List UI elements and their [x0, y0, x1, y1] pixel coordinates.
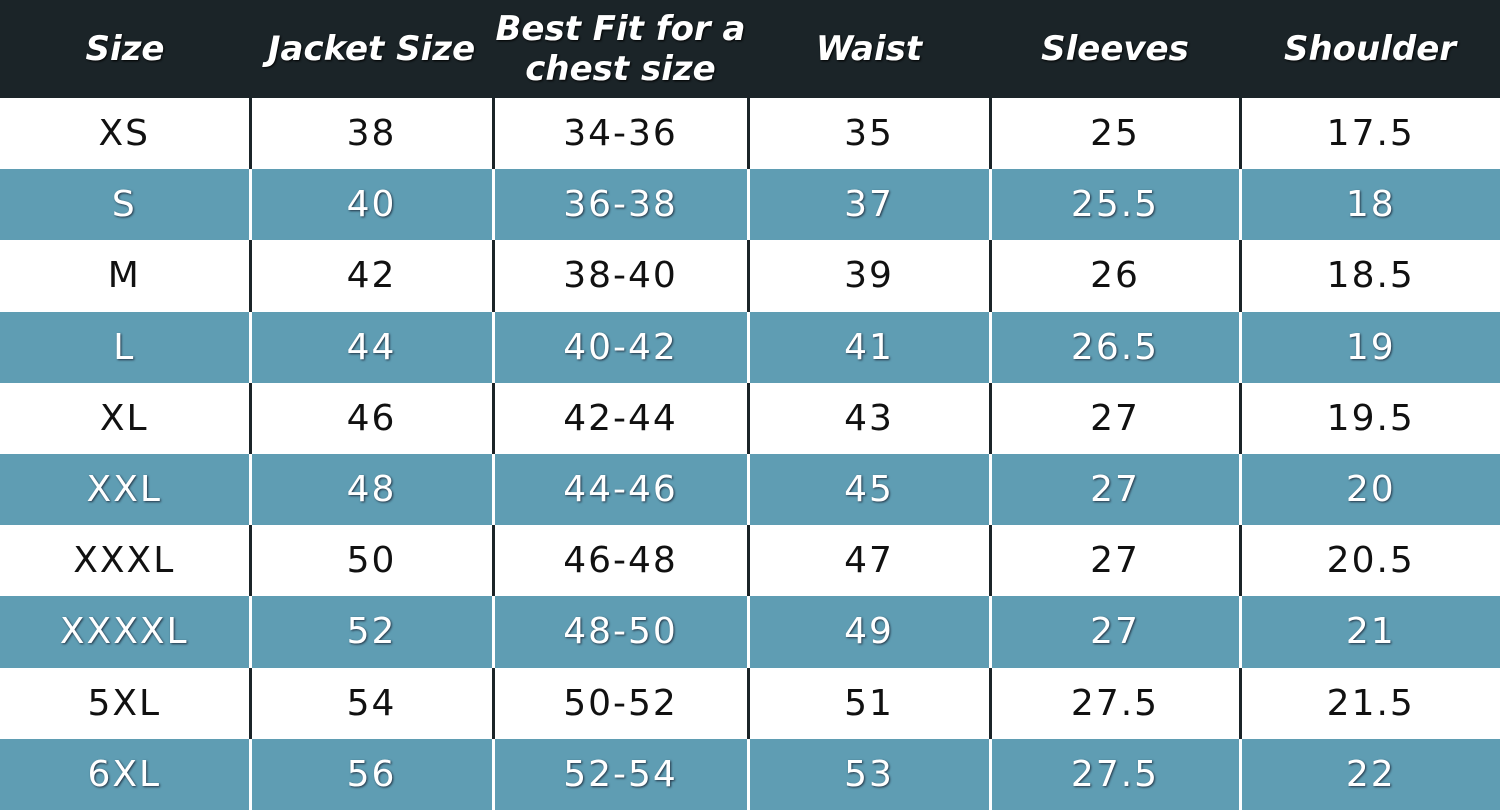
header-waist: Waist [748, 0, 990, 98]
cell-chest-size: 52-54 [491, 738, 748, 810]
cell-shoulder: 19 [1238, 311, 1500, 383]
cell-shoulder: 20 [1238, 453, 1500, 526]
cell-jacket-size: 52 [248, 596, 493, 668]
cell-waist: 47 [746, 525, 990, 597]
cell-chest-size: 38-40 [491, 240, 748, 312]
cell-shoulder: 21 [1238, 596, 1500, 668]
cell-size: XXL [0, 453, 250, 526]
cell-shoulder: 18 [1238, 169, 1500, 241]
cell-shoulder: 20.5 [1238, 525, 1500, 597]
table-row: L 44 40-42 41 26.5 19 [0, 311, 1500, 383]
table-row: 5XL 54 50-52 51 27.5 21.5 [0, 667, 1500, 739]
cell-jacket-size: 48 [248, 453, 493, 526]
cell-waist: 51 [746, 667, 990, 739]
cell-sleeves: 25 [988, 98, 1240, 170]
cell-jacket-size: 56 [248, 738, 493, 810]
cell-chest-size: 44-46 [491, 453, 748, 526]
cell-waist: 45 [746, 453, 990, 526]
cell-chest-size: 36-38 [491, 169, 748, 241]
cell-chest-size: 34-36 [491, 98, 748, 170]
cell-waist: 41 [746, 311, 990, 383]
cell-sleeves: 26 [988, 240, 1240, 312]
cell-shoulder: 17.5 [1238, 98, 1500, 170]
cell-size: L [0, 311, 250, 383]
table-row: XXXXL 52 48-50 49 27 21 [0, 596, 1500, 668]
cell-jacket-size: 44 [248, 311, 493, 383]
table-row: XL 46 42-44 43 27 19.5 [0, 382, 1500, 454]
cell-size: 6XL [0, 738, 250, 810]
cell-sleeves: 25.5 [988, 169, 1240, 241]
cell-sleeves: 27.5 [988, 738, 1240, 810]
cell-size: S [0, 169, 250, 241]
cell-sleeves: 27.5 [988, 667, 1240, 739]
cell-size: XL [99, 397, 149, 439]
table-row: XS 38 34-36 35 25 17.5 [0, 98, 1500, 170]
cell-chest-size: 50-52 [491, 667, 748, 739]
cell-shoulder: 21.5 [1238, 667, 1500, 739]
cell-waist: 43 [746, 382, 990, 454]
table-row: S 40 36-38 37 25.5 18 [0, 169, 1500, 241]
cell-jacket-size: 42 [248, 240, 493, 312]
cell-chest-size: 42-44 [491, 382, 748, 454]
cell-jacket-size: 38 [248, 98, 493, 170]
cell-waist: 37 [746, 169, 990, 241]
cell-waist: 49 [746, 596, 990, 668]
header-jacket-size: Jacket Size [250, 0, 493, 98]
cell-jacket-size: 40 [248, 169, 493, 241]
cell-sleeves: 27 [988, 453, 1240, 526]
table-row: XXXL 50 46-48 47 27 20.5 [0, 525, 1500, 597]
cell-jacket-size: 54 [248, 667, 493, 739]
cell-size: M [107, 255, 141, 297]
cell-chest-size: 48-50 [491, 596, 748, 668]
table-row: XXL 48 44-46 45 27 20 [0, 453, 1500, 526]
cell-waist: 53 [746, 738, 990, 810]
cell-sleeves: 27 [988, 525, 1240, 597]
table-row: 6XL 56 52-54 53 27.5 22 [0, 738, 1500, 810]
header-size: Size [0, 0, 250, 98]
cell-jacket-size: 50 [248, 525, 493, 597]
cell-size: 5XL [87, 682, 162, 724]
cell-jacket-size: 46 [248, 382, 493, 454]
header-row: Size Jacket Size Best Fit for a chest size… [0, 0, 1500, 98]
cell-waist: 35 [746, 98, 990, 170]
table-row: M 42 38-40 39 26 18.5 [0, 240, 1500, 312]
cell-shoulder: 19.5 [1238, 382, 1500, 454]
cell-shoulder: 22 [1238, 738, 1500, 810]
cell-sleeves: 27 [988, 382, 1240, 454]
cell-chest-size: 40-42 [491, 311, 748, 383]
header-sleeves: Sleeves [990, 0, 1240, 98]
cell-size: XXXL [73, 540, 176, 582]
header-chest-size: Best Fit for a chest size [493, 0, 748, 98]
header-shoulder: Shoulder [1240, 0, 1500, 98]
cell-shoulder: 18.5 [1238, 240, 1500, 312]
cell-waist: 39 [746, 240, 990, 312]
cell-sleeves: 27 [988, 596, 1240, 668]
cell-sleeves: 26.5 [988, 311, 1240, 383]
cell-chest-size: 46-48 [491, 525, 748, 597]
cell-size: XXXXL [0, 596, 250, 668]
cell-size: XS [98, 113, 150, 155]
